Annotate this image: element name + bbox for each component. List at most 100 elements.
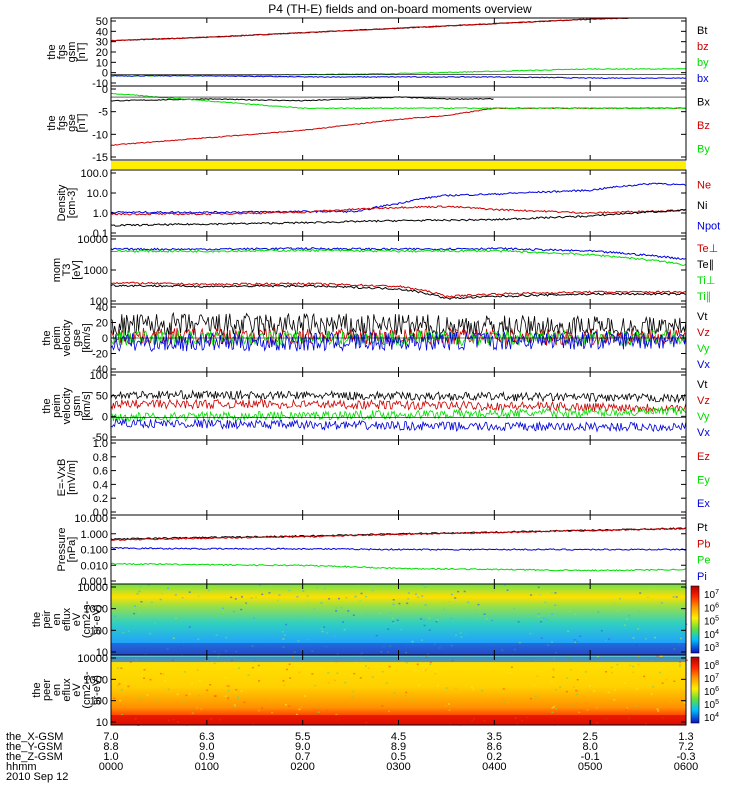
spectrogram-pixel xyxy=(448,709,451,711)
spectrogram-pixel xyxy=(190,682,193,685)
spectrogram-pixel xyxy=(245,602,248,604)
spectrogram-pixel xyxy=(485,618,488,620)
spectrogram-pixel xyxy=(450,593,453,596)
ephemeris-value: 5.5 xyxy=(295,731,310,743)
spectrogram-pixel xyxy=(120,689,123,691)
y-tick-label: 40 xyxy=(96,302,108,314)
spectrogram-pixel xyxy=(639,592,642,594)
y-tick-label: 1.0 xyxy=(93,438,108,450)
spectrogram-pixel xyxy=(227,689,230,692)
spectrogram-pixel xyxy=(268,584,271,587)
ephemeris-value: 0.2 xyxy=(487,751,502,763)
spectrogram-pixel xyxy=(321,630,324,633)
spectrogram-pixel xyxy=(340,606,343,609)
series-By xyxy=(110,92,686,110)
spectrogram-pixel xyxy=(414,669,417,672)
spectrogram-pixel xyxy=(492,590,495,593)
spectrogram-pixel xyxy=(121,713,124,716)
y-axis-label: en xyxy=(51,684,63,696)
spectrogram-pixel xyxy=(298,671,301,674)
series-Vx xyxy=(110,330,687,352)
y-tick-label: 20 xyxy=(96,318,108,330)
spectrogram-pixel xyxy=(298,708,301,711)
y-axis-label: [cm-3] xyxy=(66,188,78,219)
spectrogram-pixel xyxy=(428,617,431,619)
y-tick-label: 0 xyxy=(102,411,108,423)
spectrogram-pixel xyxy=(450,633,453,635)
spectrogram-pixel xyxy=(657,606,660,609)
legend-label: Vz xyxy=(697,327,710,339)
spectrogram-pixel xyxy=(143,677,146,679)
spectrogram-pixel xyxy=(460,636,463,638)
y-axis-label: T3 xyxy=(61,264,73,277)
legend-label: Pt xyxy=(697,522,707,534)
spectrogram-pixel xyxy=(574,641,577,644)
spectrogram-pixel xyxy=(600,630,603,632)
spectrogram-pixel xyxy=(117,587,120,590)
spectrogram-pixel xyxy=(288,679,291,681)
spectrogram-pixel xyxy=(641,607,644,610)
spectrogram-pixel xyxy=(258,680,260,682)
spectrogram-pixel xyxy=(652,686,655,688)
spectrogram-pixel xyxy=(517,621,520,623)
spectrogram-pixel xyxy=(530,594,533,596)
y-tick-label: 1000 xyxy=(84,674,108,686)
spectrogram-pixel xyxy=(283,684,286,687)
spectrogram-pixel xyxy=(534,695,537,698)
spectrogram-pixel xyxy=(284,703,287,706)
spectrogram-pixel xyxy=(683,588,686,590)
spectrogram-pixel xyxy=(232,610,235,613)
spectrogram-pixel xyxy=(359,600,362,602)
spectrogram-pixel xyxy=(345,596,348,599)
colorbar xyxy=(690,656,700,724)
spectrogram-pixel xyxy=(629,664,632,667)
y-tick-label: 0.001 xyxy=(80,576,108,588)
spectrogram-pixel xyxy=(407,592,410,594)
spectrogram-pixel xyxy=(283,634,286,636)
spectrogram-pixel xyxy=(579,605,582,608)
spectrogram-pixel xyxy=(551,707,554,709)
spectrogram-pixel xyxy=(637,610,640,612)
y-tick-label: 0.1 xyxy=(93,228,108,240)
spectrogram-pixel xyxy=(245,603,248,605)
spectrogram-pixel xyxy=(661,682,664,684)
ephemeris-value: 1.3 xyxy=(678,731,693,743)
spectrogram-pixel xyxy=(611,671,613,674)
spectrogram-pixel xyxy=(314,587,317,589)
spectrogram-pixel xyxy=(311,673,314,675)
spectrogram-pixel xyxy=(379,612,382,614)
yellow-flag-bar xyxy=(111,161,686,169)
legend-label: Ez xyxy=(697,451,710,463)
spectrogram-pixel xyxy=(164,680,167,682)
spectrogram-pixel xyxy=(191,712,194,714)
spectrogram-pixel xyxy=(237,697,240,700)
spectrogram-pixel xyxy=(644,637,647,640)
spectrogram-pixel xyxy=(247,674,250,676)
colorbar-tick-label: 103 xyxy=(704,642,719,654)
spectrogram-pixel xyxy=(303,695,306,697)
spectrogram-pixel xyxy=(416,663,419,665)
spectrogram-pixel xyxy=(405,691,408,694)
y-tick-label: 0.100 xyxy=(80,545,108,557)
ephemeris-value: 8.9 xyxy=(391,741,406,753)
spectrogram-pixel xyxy=(626,707,628,709)
spectrogram-pixel xyxy=(235,689,238,691)
ephemeris-row-label: hhmm xyxy=(6,761,37,773)
y-tick-label: 10 xyxy=(96,717,108,729)
y-axis-label: (cm2-s- xyxy=(81,671,93,709)
series-Vz xyxy=(110,398,687,413)
spectrogram-pixel xyxy=(568,655,571,658)
spectrogram-pixel xyxy=(316,587,318,589)
spectrogram-pixel xyxy=(565,690,568,693)
spectrogram-pixel xyxy=(420,618,423,620)
spectrogram-pixel xyxy=(119,625,122,628)
spectrogram-pixel xyxy=(175,617,178,620)
spectrogram-pixel xyxy=(296,615,299,617)
spectrogram-pixel xyxy=(326,709,329,712)
spectrogram-pixel xyxy=(288,705,291,707)
spectrogram-pixel xyxy=(457,590,460,593)
spectrogram-pixel xyxy=(206,689,209,692)
spectrogram-pixel xyxy=(437,684,439,687)
spectrogram-pixel xyxy=(128,630,130,633)
